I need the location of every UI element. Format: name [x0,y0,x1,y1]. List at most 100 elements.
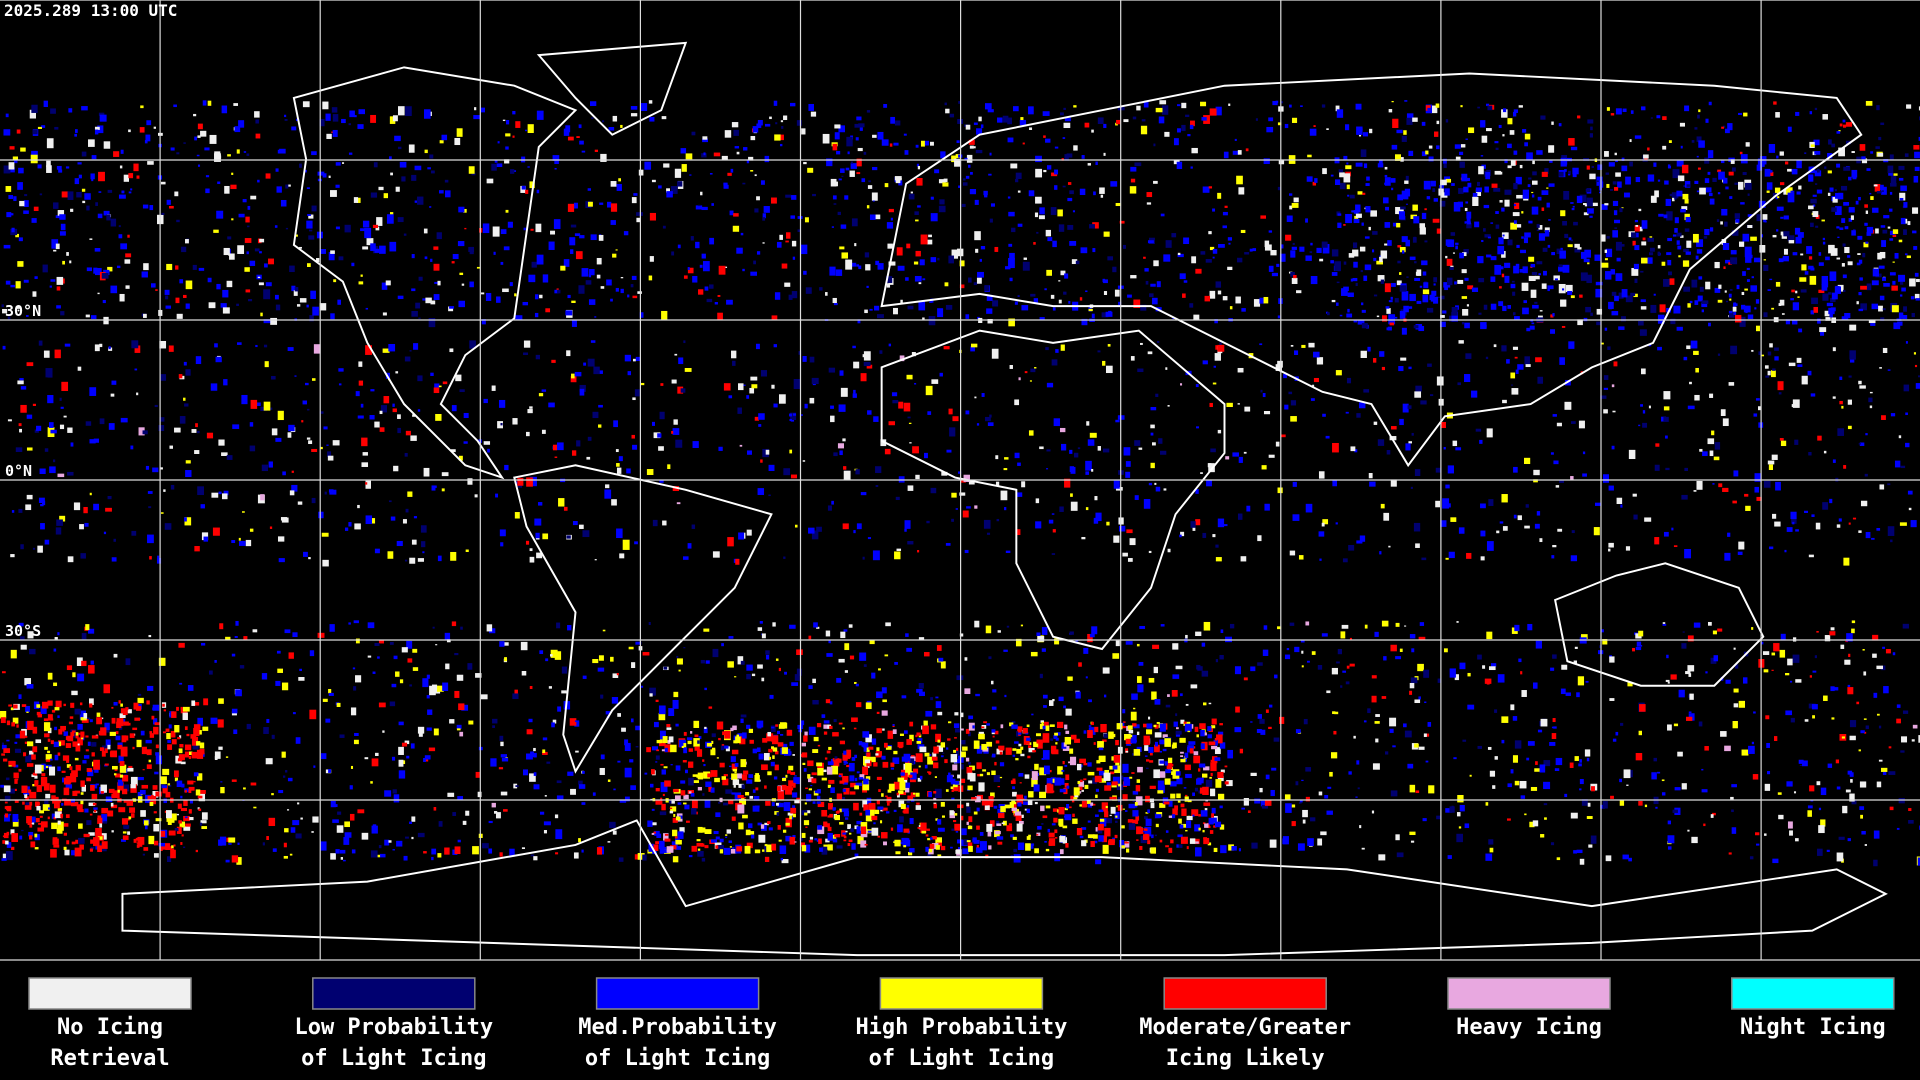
icing-pixel [1243,798,1249,806]
icing-pixel [816,723,822,728]
icing-pixel [873,416,879,422]
icing-pixel [789,624,796,629]
icing-pixel [480,107,485,113]
icing-pixel [1115,820,1118,823]
icing-pixel [1783,215,1789,220]
icing-pixel [1289,193,1293,196]
icing-pixel [831,765,839,775]
icing-pixel [973,282,978,286]
icing-pixel [1207,825,1211,829]
icing-pixel [1118,525,1126,532]
icing-pixel [1224,205,1228,208]
icing-pixel [1384,283,1391,293]
icing-pixel [1894,460,1901,468]
icing-pixel [79,710,86,720]
icing-pixel [1138,447,1143,450]
icing-pixel [1820,819,1826,827]
icing-pixel [1611,445,1615,450]
icing-pixel [40,523,45,530]
icing-pixel [885,622,891,627]
icing-pixel [1485,802,1489,806]
icing-pixel [1215,106,1222,116]
icing-pixel [1396,280,1402,286]
icing-pixel [928,848,933,853]
icing-pixel [1405,443,1411,451]
icing-pixel [865,813,873,822]
icing-pixel [1510,704,1515,711]
icing-pixel [654,830,660,836]
icing-pixel [398,770,406,779]
icing-pixel [1654,537,1660,545]
icing-pixel [1115,487,1123,491]
icing-pixel [515,121,521,128]
icing-pixel [1110,771,1115,775]
icing-pixel [1234,138,1237,141]
icing-pixel [1004,694,1007,698]
icing-pixel [1085,290,1088,293]
icing-pixel [1050,207,1057,215]
icing-pixel [1194,824,1200,832]
icing-pixel [687,740,692,745]
icing-pixel [702,136,708,140]
icing-pixel [544,795,547,797]
icing-pixel [812,678,816,684]
icing-pixel [291,126,297,131]
icing-pixel [1724,290,1727,293]
icing-pixel [1611,384,1615,388]
icing-pixel [1807,810,1812,817]
icing-pixel [1423,669,1430,678]
icing-pixel [1418,636,1426,641]
icing-pixel [281,682,289,691]
icing-pixel [1407,763,1414,769]
icing-pixel [505,146,509,150]
icing-pixel [1389,728,1394,733]
icing-pixel [1464,374,1471,383]
icing-pixel [1411,432,1414,436]
icing-pixel [1528,220,1533,224]
icing-pixel [23,210,29,214]
icing-pixel [1642,237,1646,241]
icing-pixel [1334,711,1339,715]
icing-pixel [244,267,250,272]
icing-pixel [1668,140,1672,143]
icing-pixel [1159,839,1163,843]
icing-pixel [1767,370,1771,376]
icing-pixel [877,835,881,838]
icing-pixel [1388,545,1391,548]
icing-pixel [657,433,662,438]
icing-pixel [130,445,134,450]
icing-pixel [1831,143,1836,148]
icing-pixel [876,711,880,714]
icing-pixel [637,853,645,860]
icing-pixel [77,673,85,682]
icing-pixel [1890,539,1893,543]
icing-pixel [1395,622,1400,627]
icing-pixel [750,136,756,141]
icing-pixel [1684,105,1690,112]
icing-pixel [1115,640,1120,647]
icing-pixel [1695,255,1699,260]
icing-pixel [987,422,994,427]
icing-pixel [990,203,995,207]
icing-pixel [1606,236,1610,239]
icing-pixel [1052,808,1058,812]
icing-pixel [67,556,74,563]
icing-pixel [14,748,22,753]
icing-pixel [917,550,920,553]
icing-pixel [1047,828,1050,833]
icing-pixel [1663,531,1669,537]
icing-pixel [1441,192,1448,198]
icing-pixel [609,821,616,829]
icing-pixel [124,259,131,264]
icing-pixel [287,777,293,782]
icing-pixel [1570,146,1578,151]
icing-pixel [227,154,231,157]
icing-pixel [918,282,922,285]
icing-pixel [1091,468,1094,472]
icing-pixel [201,826,208,830]
icing-pixel [1389,717,1397,727]
icing-pixel [1289,622,1295,626]
icing-pixel [1403,130,1407,135]
icing-pixel [771,384,775,389]
icing-pixel [245,289,251,293]
